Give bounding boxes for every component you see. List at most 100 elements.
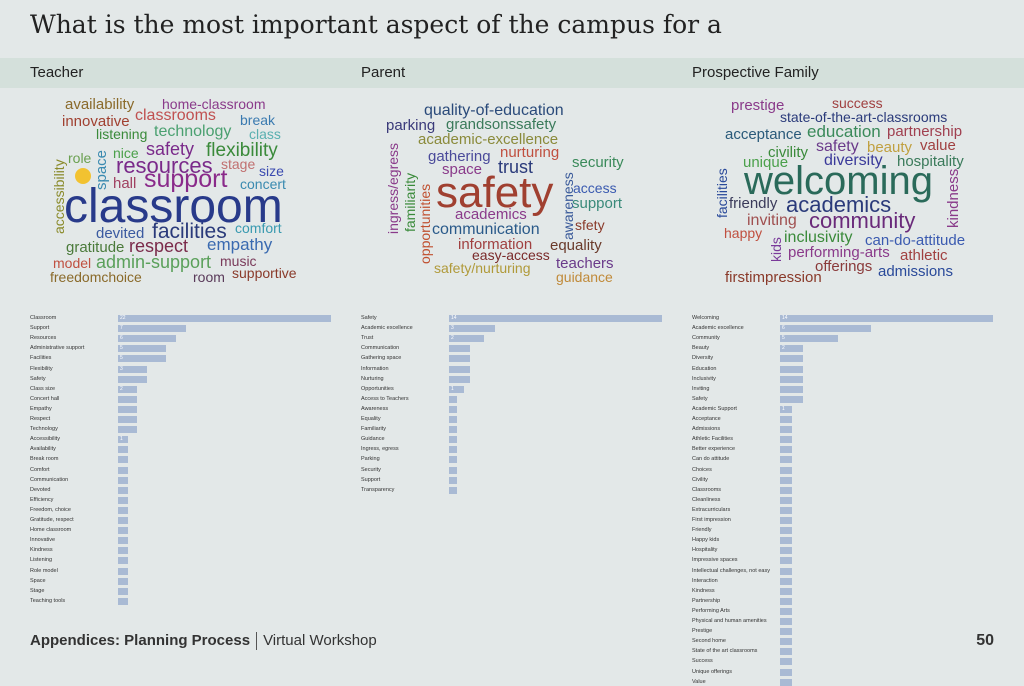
bar: 3 — [118, 365, 148, 373]
cloud-word: devited — [96, 225, 145, 242]
cloud-word: space — [442, 161, 483, 178]
bar-label: Support — [30, 325, 50, 332]
bar — [780, 567, 793, 575]
bar: 5 — [118, 345, 167, 353]
bar-label: Kindness — [30, 547, 53, 554]
bar-label: Physical and human amenities — [692, 618, 767, 624]
bar-label: Flexibility — [30, 365, 53, 372]
bar — [780, 375, 803, 383]
bar: 2 — [780, 345, 803, 353]
cloud-word: academics — [786, 192, 892, 217]
bar-label: Comfort — [30, 466, 50, 473]
bar-value: 14 — [451, 315, 457, 321]
bar-label: Facilities — [30, 355, 52, 362]
bar-label: Information — [361, 365, 389, 372]
bar — [449, 476, 457, 484]
bar — [780, 355, 803, 363]
bar-label: Transparency — [361, 486, 395, 493]
bar: 7 — [118, 325, 186, 333]
bar-label: Communication — [361, 345, 400, 352]
bar: 1 — [780, 405, 793, 413]
cloud-word: safety — [816, 138, 859, 155]
bar — [780, 395, 803, 403]
cloud-word: beauty — [867, 139, 913, 156]
bar — [780, 486, 793, 494]
bar — [780, 426, 793, 434]
cloud-word: unique — [743, 154, 789, 171]
bar-label: Administrative support — [30, 345, 85, 352]
bar-label: Listening — [30, 557, 53, 564]
cloud-word: inclusivity — [784, 229, 853, 246]
cloud-word: listening — [96, 126, 148, 142]
bar-value: 6 — [120, 335, 123, 342]
bar-label: Performing Arts — [692, 607, 730, 614]
bar-label: Accessibility — [30, 436, 60, 443]
cloud-word: awareness — [560, 172, 576, 240]
cloud-word: trust — [498, 157, 534, 177]
bar-label: Better experience — [692, 446, 736, 453]
bar-label: Security — [361, 466, 381, 473]
bar-label: Awareness — [361, 405, 389, 412]
bar — [449, 446, 457, 454]
cloud-word: classroom — [64, 180, 283, 233]
bar-value: 2 — [451, 335, 454, 342]
bar: 14 — [449, 315, 662, 322]
bar-label: Hospitality — [692, 547, 718, 554]
bar — [780, 607, 793, 615]
cloud-word: comfort — [235, 220, 282, 236]
cloud-word: space — [93, 149, 110, 190]
bar — [449, 345, 471, 353]
cloud-word: role — [68, 150, 92, 166]
bar-label: Education — [692, 365, 717, 372]
bar-label: Success — [692, 658, 713, 665]
bar-label: Concert hall — [30, 395, 60, 402]
bar — [780, 557, 793, 565]
bar: 2 — [449, 335, 484, 343]
bar-label: Safety — [361, 315, 377, 321]
cloud-word: teachers — [556, 255, 614, 272]
bar — [118, 496, 128, 504]
cloud-word: safety — [146, 139, 195, 159]
bar — [118, 587, 128, 595]
cloud-word: success — [832, 95, 883, 111]
bar-label: Parking — [361, 456, 380, 463]
cloud-word: ingress/egress — [385, 142, 401, 234]
bar-label: Gratitude, respect — [30, 517, 74, 523]
bar — [118, 567, 128, 575]
bar-value: 2 — [782, 345, 785, 352]
bar — [118, 466, 128, 474]
bar-label: Academic excellence — [361, 325, 413, 332]
column-header-parent: Parent — [361, 64, 406, 81]
bar-label: Choices — [692, 466, 712, 473]
bar-label: Technology — [30, 426, 58, 433]
bar-label: Beauty — [692, 345, 710, 352]
bar: 5 — [118, 355, 167, 363]
cloud-word: partnership — [887, 123, 963, 140]
cloud-word: opportunities — [417, 183, 433, 264]
cloud-word: equality — [550, 237, 602, 254]
cloud-word: accessibility — [51, 159, 67, 234]
bar — [780, 597, 793, 605]
bar-label: Prestige — [692, 628, 713, 635]
cloud-word: facilities — [714, 168, 730, 218]
bar — [118, 506, 128, 514]
cloud-word: academics — [455, 206, 527, 223]
bar: 3 — [449, 325, 495, 333]
bar: 5 — [780, 335, 838, 343]
bar — [118, 547, 128, 555]
bar — [449, 466, 457, 474]
cloud-word: room — [193, 269, 225, 285]
bar — [780, 648, 793, 656]
cloud-word: communication — [432, 221, 540, 238]
bar-label: Diversity — [692, 355, 714, 362]
cloud-word: nice — [113, 145, 139, 161]
footer-divider — [256, 632, 258, 651]
bar: 6 — [118, 335, 177, 343]
bar — [118, 486, 128, 494]
cloud-word: gratitude — [66, 239, 125, 256]
bar-label: Home classroom — [30, 527, 72, 534]
cloud-word: firstimpression — [725, 269, 822, 286]
bar-value: 14 — [782, 315, 788, 321]
cloud-word: innovative — [62, 113, 130, 130]
bar-value: 1 — [451, 385, 454, 392]
